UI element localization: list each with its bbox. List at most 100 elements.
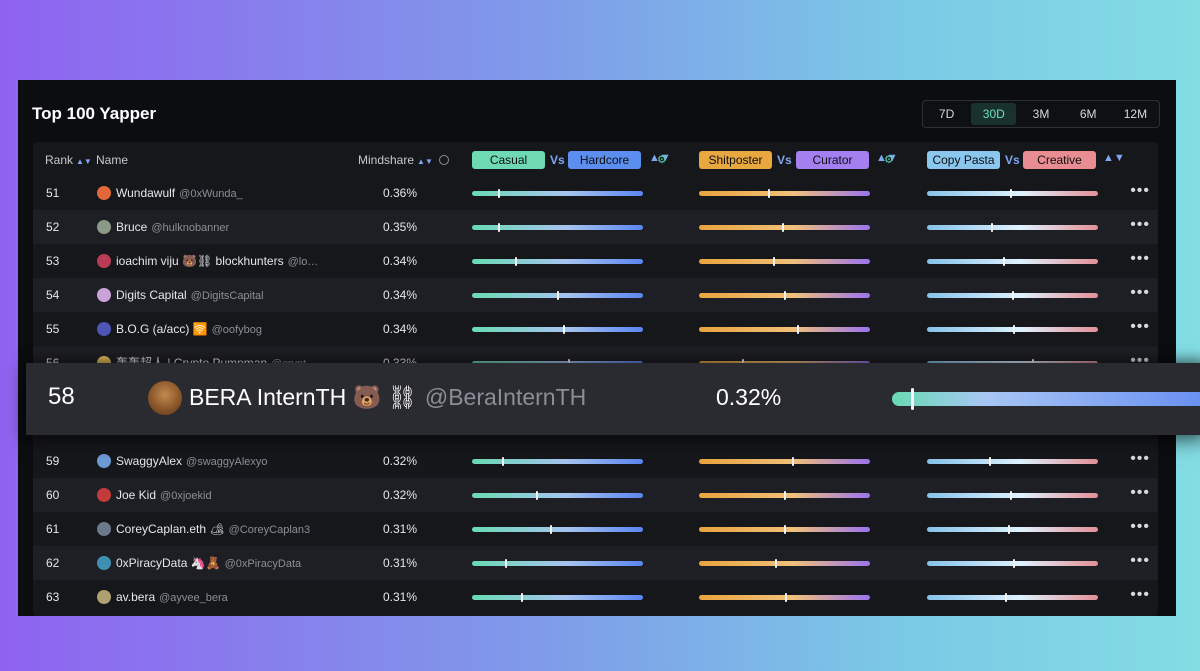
row-mindshare: 0.32% (716, 384, 782, 410)
score-marker (498, 223, 501, 232)
more-options-icon[interactable]: ••• (1130, 216, 1150, 233)
row-handle: @ayvee_bera (159, 592, 228, 604)
casual-hardcore-bar (472, 223, 643, 232)
row-rank: 53 (46, 254, 60, 268)
row-rank: 59 (46, 454, 60, 468)
row-handle: @swaggyAlexyo (186, 456, 268, 468)
vs-label: Vs (1005, 153, 1020, 167)
row-mindshare: 0.34% (383, 254, 418, 268)
table-row[interactable]: 63 av.bera @ayvee_bera 0.31% ••• (33, 580, 1158, 614)
score-marker (773, 257, 776, 266)
row-name[interactable]: BERA InternTH 🐻 ⛓ @BeraInternTH (189, 384, 587, 410)
row-handle: @0xPiracyData (224, 558, 302, 570)
score-marker (501, 457, 504, 466)
row-handle: @DigitsCapital (190, 290, 264, 302)
score-marker (1008, 525, 1011, 534)
gear-icon[interactable]: ⚙ (657, 154, 667, 166)
shitposter-curator-bar (699, 457, 870, 466)
row-display-name: SwaggyAlex (116, 454, 183, 468)
rank-header[interactable]: Rank ▲▼ (45, 153, 92, 167)
score-marker (989, 457, 992, 466)
table-row[interactable]: 55 B.O.G (a/acc) 🛜 @oofybog 0.34% ••• (33, 312, 1158, 346)
range-button-3m[interactable]: 3M (1032, 107, 1050, 121)
table-row[interactable]: 59 SwaggyAlex @swaggyAlexyo 0.32% ••• (33, 444, 1158, 478)
row-mindshare: 0.36% (383, 186, 418, 200)
row-handle: @0xWunda_ (179, 188, 243, 200)
table-row[interactable]: 54 Digits Capital @DigitsCapital 0.34% ••• (33, 278, 1158, 312)
sort-icon[interactable]: ▲▼ (876, 152, 898, 164)
shitposter-curator-bar (699, 223, 870, 232)
row-name[interactable]: Digits Capital @DigitsCapital (97, 278, 337, 312)
score-marker (768, 189, 771, 198)
range-button-6m[interactable]: 6M (1079, 107, 1097, 121)
range-button-7d[interactable]: 7D (938, 107, 955, 121)
score-marker (1013, 325, 1016, 334)
row-display-name: Bruce (116, 220, 148, 234)
avatar (97, 288, 111, 302)
vs-label: Vs (777, 153, 792, 167)
row-name[interactable]: CoreyCaplan.eth 🏕 @CoreyCaplan3 (97, 512, 337, 546)
shitposter-pill: Shitposter (699, 151, 772, 169)
more-options-icon[interactable]: ••• (1130, 518, 1150, 535)
page-title: Top 100 Yapper (32, 104, 157, 123)
row-mindshare: 0.31% (383, 556, 418, 570)
range-button-12m[interactable]: 12M (1123, 107, 1148, 121)
sort-icon[interactable]: ▲▼ (649, 152, 671, 164)
row-mindshare: 0.34% (383, 322, 418, 336)
row-name[interactable]: 0xPiracyData 🦄🧸 @0xPiracyData (97, 546, 337, 580)
row-name[interactable]: Wundawulf @0xWunda_ (97, 176, 337, 210)
row-handle: @CoreyCaplan3 (228, 524, 311, 536)
row-handle: @lo… (287, 256, 319, 268)
leaderboard-panel: Top 100 Yapper 7D 30D 3M 6M 12M Rank ▲▼ Name … (18, 80, 1176, 616)
row-display-name: CoreyCaplan.eth 🏕 (116, 522, 225, 536)
more-options-icon[interactable]: ••• (1130, 284, 1150, 301)
casual-pill: Casual (472, 151, 545, 169)
score-marker (785, 593, 788, 602)
casual-hardcore-bar (472, 257, 643, 266)
table-row[interactable]: 51 Wundawulf @0xWunda_ 0.36% ••• (33, 176, 1158, 210)
sort-icon[interactable]: ▲▼ (1103, 152, 1125, 164)
avatar (97, 590, 111, 604)
row-display-name: ioachim viju 🐻⛓ blockhunters (116, 254, 284, 268)
avatar (148, 381, 182, 415)
avatar (97, 186, 111, 200)
shitposter-curator-bar (699, 593, 870, 602)
gear-icon[interactable]: ⚙ (884, 154, 894, 166)
more-options-icon[interactable]: ••• (1130, 450, 1150, 467)
table-row[interactable]: 62 0xPiracyData 🦄🧸 @0xPiracyData 0.31% ••• (33, 546, 1158, 580)
table-row[interactable]: 60 Joe Kid @0xjoekid 0.32% ••• (33, 478, 1158, 512)
row-name[interactable]: av.bera @ayvee_bera (97, 580, 337, 614)
row-name[interactable]: ioachim viju 🐻⛓ blockhunters @lo… (97, 244, 337, 278)
row-mindshare: 0.32% (383, 454, 418, 468)
avatar (97, 454, 111, 468)
copypasta-creative-bar (927, 223, 1098, 232)
table-row[interactable]: 53 ioachim viju 🐻⛓ blockhunters @lo… 0.34% •… (33, 244, 1158, 278)
row-name[interactable]: Bruce @hulknobanner (97, 210, 337, 244)
row-name[interactable]: B.O.G (a/acc) 🛜 @oofybog (97, 312, 337, 346)
score-marker (990, 223, 993, 232)
casual-hardcore-bar (892, 388, 1200, 410)
row-name[interactable]: Joe Kid @0xjoekid (97, 478, 337, 512)
row-handle: @hulknobanner (151, 222, 230, 234)
range-button-30d[interactable]: 30D (971, 103, 1017, 125)
mindshare-header[interactable]: Mindshare ▲▼ (358, 153, 449, 167)
score-marker (520, 593, 523, 602)
table-header: Rank ▲▼ Name Mindshare ▲▼ Casual Vs Hardco… (33, 142, 1158, 180)
more-options-icon[interactable]: ••• (1130, 250, 1150, 267)
more-options-icon[interactable]: ••• (1130, 484, 1150, 501)
score-marker (797, 325, 800, 334)
more-options-icon[interactable]: ••• (1130, 318, 1150, 335)
score-marker (498, 189, 501, 198)
copypasta-creative-bar (927, 189, 1098, 198)
copypasta-creative-bar (927, 257, 1098, 266)
more-options-icon[interactable]: ••• (1130, 182, 1150, 199)
table-row[interactable]: 52 Bruce @hulknobanner 0.35% ••• (33, 210, 1158, 244)
table-row[interactable]: 61 CoreyCaplan.eth 🏕 @CoreyCaplan3 0.31% ••• (33, 512, 1158, 546)
score-marker (556, 291, 559, 300)
copypasta-creative-bar (927, 457, 1098, 466)
more-options-icon[interactable]: ••• (1130, 552, 1150, 569)
row-name[interactable]: SwaggyAlex @swaggyAlexyo (97, 444, 337, 478)
more-options-icon[interactable]: ••• (1130, 586, 1150, 603)
highlighted-row[interactable]: 58 BERA InternTH 🐻 ⛓ @BeraInternTH 0.32% (26, 363, 1200, 435)
row-rank: 55 (46, 322, 60, 336)
